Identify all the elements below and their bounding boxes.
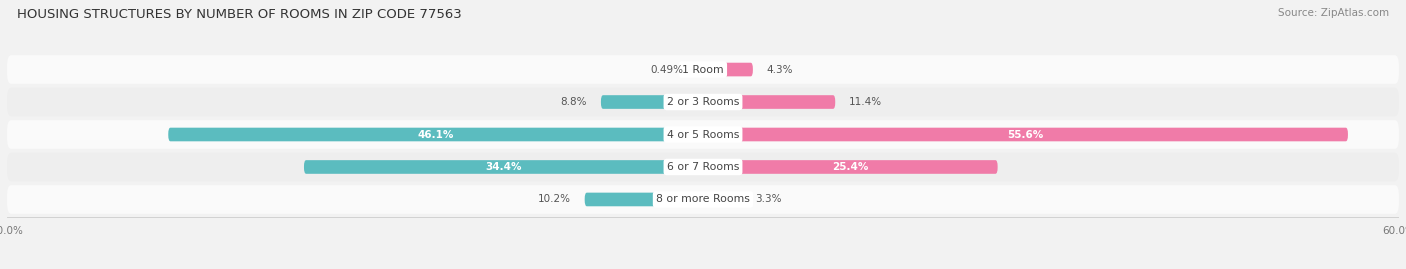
FancyBboxPatch shape [304,160,703,174]
FancyBboxPatch shape [703,193,741,206]
FancyBboxPatch shape [703,95,835,109]
Text: 11.4%: 11.4% [849,97,883,107]
Text: 2 or 3 Rooms: 2 or 3 Rooms [666,97,740,107]
FancyBboxPatch shape [703,63,752,76]
FancyBboxPatch shape [703,160,998,174]
Text: 0.49%: 0.49% [651,65,683,75]
FancyBboxPatch shape [7,55,1399,84]
Text: 10.2%: 10.2% [537,194,571,204]
Text: 55.6%: 55.6% [1007,129,1043,140]
Text: 8 or more Rooms: 8 or more Rooms [657,194,749,204]
Text: 6 or 7 Rooms: 6 or 7 Rooms [666,162,740,172]
Text: 8.8%: 8.8% [561,97,588,107]
FancyBboxPatch shape [600,95,703,109]
Text: 4 or 5 Rooms: 4 or 5 Rooms [666,129,740,140]
FancyBboxPatch shape [7,153,1399,181]
FancyBboxPatch shape [585,193,703,206]
FancyBboxPatch shape [7,120,1399,149]
Text: 4.3%: 4.3% [766,65,793,75]
Text: 1 Room: 1 Room [682,65,724,75]
FancyBboxPatch shape [703,128,1348,141]
Text: 25.4%: 25.4% [832,162,869,172]
FancyBboxPatch shape [7,88,1399,116]
FancyBboxPatch shape [7,185,1399,214]
Text: 46.1%: 46.1% [418,129,454,140]
Text: Source: ZipAtlas.com: Source: ZipAtlas.com [1278,8,1389,18]
Text: 34.4%: 34.4% [485,162,522,172]
Text: HOUSING STRUCTURES BY NUMBER OF ROOMS IN ZIP CODE 77563: HOUSING STRUCTURES BY NUMBER OF ROOMS IN… [17,8,461,21]
FancyBboxPatch shape [697,63,703,76]
FancyBboxPatch shape [169,128,703,141]
Text: 3.3%: 3.3% [755,194,782,204]
